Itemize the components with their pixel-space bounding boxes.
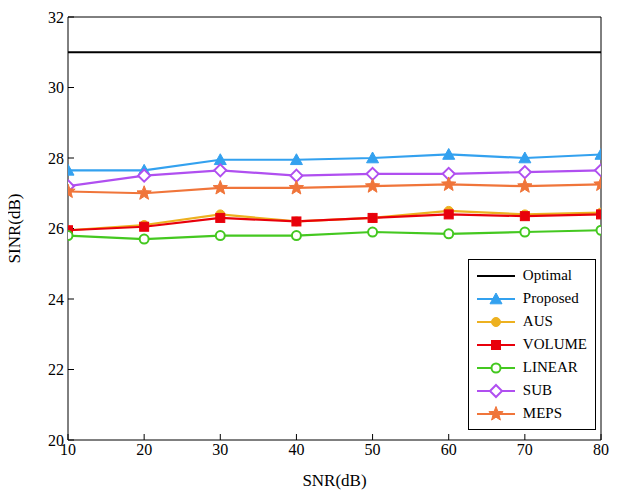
svg-text:30: 30 <box>212 441 228 458</box>
svg-text:26: 26 <box>48 220 64 237</box>
svg-text:32: 32 <box>48 9 64 26</box>
svg-text:22: 22 <box>48 361 64 378</box>
svg-text:50: 50 <box>365 441 381 458</box>
html-text:VOLUME: VOLUME <box>522 336 587 352</box>
svg-text:24: 24 <box>48 291 64 308</box>
html-text:LINEAR: LINEAR <box>522 359 578 375</box>
html-text:Proposed: Proposed <box>522 290 579 306</box>
svg-text:40: 40 <box>288 441 304 458</box>
html-text:AUS: AUS <box>522 313 553 329</box>
svg-text:SNR(dB): SNR(dB) <box>302 471 366 490</box>
svg-text:28: 28 <box>48 150 64 167</box>
svg-text:20: 20 <box>136 441 152 458</box>
svg-text:70: 70 <box>517 441 533 458</box>
svg-text:30: 30 <box>48 79 64 96</box>
svg-text:60: 60 <box>441 441 457 458</box>
svg-text:80: 80 <box>593 441 609 458</box>
svg-text:20: 20 <box>48 432 64 449</box>
html-text:MEPS: MEPS <box>522 405 562 421</box>
html-text:SUB: SUB <box>522 382 552 398</box>
html-text:Optimal: Optimal <box>522 267 572 283</box>
svg-text:10: 10 <box>60 441 76 459</box>
svg-text:SINR(dB): SINR(dB) <box>8 194 24 264</box>
